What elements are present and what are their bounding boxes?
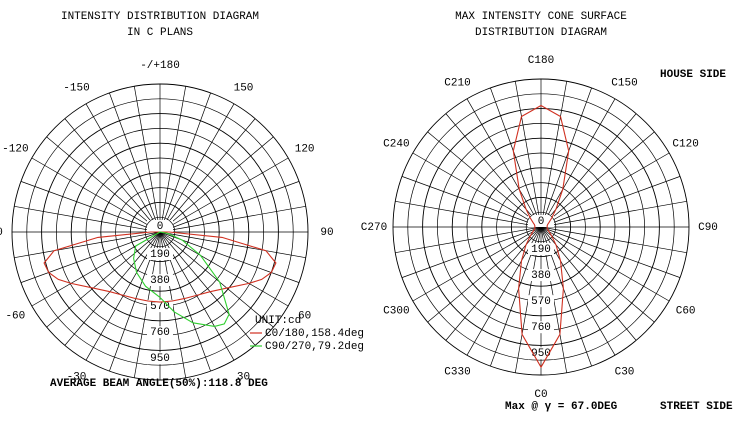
minor-ring — [525, 211, 557, 243]
r-tick-label: 760 — [531, 322, 551, 334]
label-bg — [528, 243, 554, 256]
angle-tick-label: C240 — [383, 138, 409, 150]
minor-ring — [26, 98, 294, 366]
chart-title: DISTRIBUTION DIAGRAM — [475, 27, 607, 39]
r-tick-label: 570 — [150, 301, 170, 313]
label-bg — [528, 321, 554, 334]
r-tick-label: 0 — [538, 216, 545, 228]
r-tick-label: 190 — [531, 244, 551, 256]
chart-title: MAX INTENSITY CONE SURFACE — [455, 11, 627, 23]
angle-tick-label: -90 — [0, 227, 3, 239]
angle-tick-label: C30 — [615, 367, 635, 379]
unit-label: UNIT:cd — [255, 315, 301, 327]
ring — [510, 196, 572, 258]
r-tick-label: 190 — [150, 249, 170, 261]
chart-title: INTENSITY DISTRIBUTION DIAGRAM — [61, 11, 259, 23]
angle-tick-label: 30 — [237, 372, 250, 384]
label-bg — [147, 300, 173, 313]
angle-tick-label: C150 — [611, 77, 637, 89]
label-bg — [147, 352, 173, 365]
angle-tick-label: C0 — [534, 389, 547, 401]
r-tick-label: 380 — [150, 275, 170, 287]
ring — [100, 172, 220, 292]
curve — [512, 104, 570, 369]
angle-tick-label: -/+180 — [140, 60, 180, 72]
label-bg — [147, 274, 173, 287]
angle-tick-label: -30 — [67, 372, 87, 384]
angle-tick-label: 90 — [320, 227, 333, 239]
label-bg — [147, 326, 173, 339]
ring — [11, 83, 309, 381]
angle-tick-label: -60 — [5, 310, 25, 322]
ring — [481, 167, 601, 287]
r-tick-label: 570 — [531, 296, 551, 308]
angle-tick-label: 60 — [298, 310, 311, 322]
label-bg — [528, 269, 554, 282]
r-tick-label: 760 — [150, 327, 170, 339]
top-label: HOUSE SIDE — [660, 69, 726, 81]
angle-tick-label: C90 — [698, 222, 718, 234]
angle-tick-label: C120 — [672, 138, 698, 150]
minor-ring — [144, 216, 176, 248]
angle-tick-label: C180 — [528, 55, 554, 67]
label-bg — [528, 295, 554, 308]
note: Max @ γ = 67.0DEG — [505, 401, 618, 413]
label-bg — [147, 220, 173, 232]
angle-tick-label: C270 — [361, 222, 387, 234]
label-bg — [147, 248, 173, 261]
angle-tick-label: C210 — [444, 77, 470, 89]
angle-tick-label: -120 — [2, 143, 28, 155]
angle-tick-label: C330 — [444, 367, 470, 379]
ring — [70, 142, 250, 322]
bottom-label: STREET SIDE — [660, 401, 733, 413]
minor-ring — [407, 93, 675, 361]
ring — [129, 201, 191, 263]
legend-label: C0/180,158.4deg — [265, 328, 364, 340]
note: AVERAGE BEAM ANGLE(50%):118.8 DEG — [50, 378, 268, 390]
r-tick-label: 0 — [157, 221, 164, 233]
ring — [422, 108, 660, 346]
ring — [392, 78, 690, 376]
angle-tick-label: -150 — [63, 82, 89, 94]
chart-title: IN C PLANS — [127, 27, 193, 39]
ring — [41, 113, 279, 351]
curve — [133, 231, 230, 327]
r-tick-label: 950 — [150, 353, 170, 365]
r-tick-label: 950 — [531, 348, 551, 360]
angle-tick-label: C300 — [383, 305, 409, 317]
ring — [451, 137, 631, 317]
angle-tick-label: 120 — [295, 143, 315, 155]
r-tick-label: 380 — [531, 270, 551, 282]
angle-tick-label: 150 — [234, 82, 254, 94]
angle-tick-label: C60 — [676, 305, 696, 317]
curve — [43, 231, 277, 303]
legend-label: C90/270,79.2deg — [265, 341, 364, 353]
